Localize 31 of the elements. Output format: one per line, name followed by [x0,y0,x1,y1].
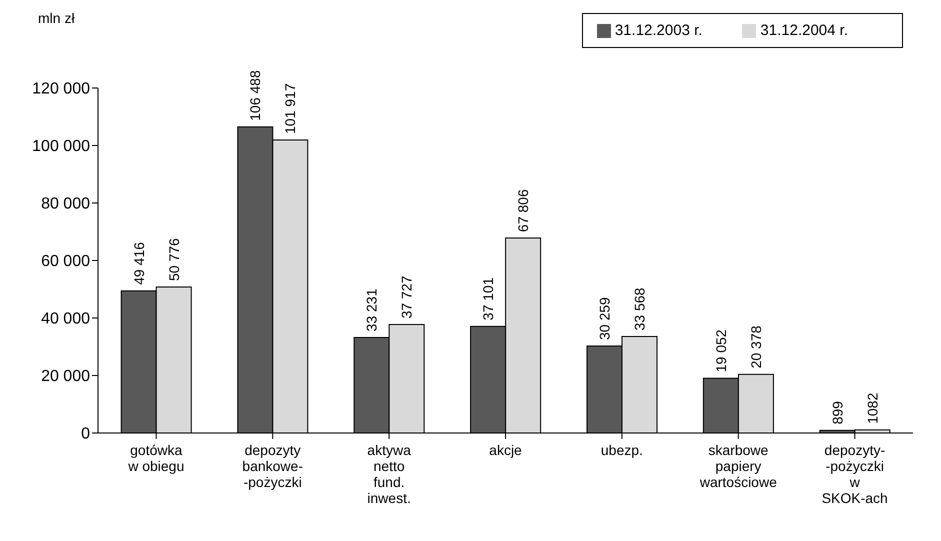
data-label: 101 917 [282,83,298,134]
data-label: 37 727 [398,276,415,319]
x-tick-label: akcje [489,442,522,458]
x-tick-label: skarbowe papiery wartościowe [698,442,778,490]
x-tick-label: depozyty- -pożyczki w SKOK-ach [822,442,888,506]
y-tick-label: 60 000 [41,253,90,270]
y-tick-label: 20 000 [41,368,90,386]
data-label: 106 488 [247,70,264,121]
data-label: 33 231 [364,288,380,332]
data-label: 67 806 [515,189,532,232]
data-label: 1082 [864,392,880,424]
x-tick-label: depozyty bankowe- -pożyczki [242,442,304,490]
x-tick-label: ubezp. [600,442,643,458]
y-tick-label: 80 000 [41,196,90,213]
data-label: 19 052 [712,329,729,372]
y-tick-label: 0 [81,426,90,443]
x-tick-label: gotówka w obiegu [127,442,184,474]
y-axis-title: mln zł [38,10,75,26]
data-label: 37 101 [480,277,496,320]
y-tick-label: 100 000 [32,138,90,156]
legend-label: 31.12.2003 r. [614,22,702,39]
data-label: 33 568 [632,287,648,330]
x-tick-label: aktywa netto fund. inwest. [367,442,412,506]
data-label: 50 776 [166,238,182,282]
data-label: 30 259 [596,296,612,340]
y-tick-label: 40 000 [41,310,90,328]
data-label: 20 378 [748,325,764,368]
y-tick-label: 120 000 [32,80,90,98]
legend-label: 31.12.2004 r. [760,22,848,39]
data-label: 899 [829,400,846,424]
data-label: 49 416 [130,242,147,285]
